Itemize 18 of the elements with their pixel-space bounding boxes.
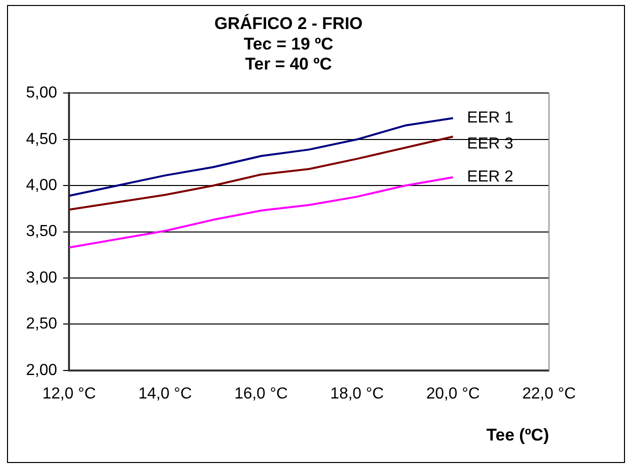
y-tick-label: 3,00 — [26, 269, 58, 286]
chart-subtitle: Tec = 19 ºC Ter = 40 ºC — [244, 34, 334, 74]
y-tick-label: 4,50 — [26, 130, 58, 148]
x-tick-label: 22,0 °C — [522, 385, 576, 402]
x-tick-label: 14,0 °C — [138, 385, 192, 402]
x-tick-label: 12,0 °C — [42, 385, 96, 402]
chart-title: GRÁFICO 2 - FRIO — [214, 12, 363, 33]
x-tick-label: 20,0 °C — [426, 385, 480, 402]
y-tick-label: 5,00 — [26, 84, 58, 102]
series-label: EER 2 — [467, 168, 514, 186]
series-label: EER 1 — [467, 110, 514, 127]
x-tick-label: 18,0 °C — [330, 385, 384, 402]
y-tick-label: 4,00 — [26, 177, 58, 194]
y-tick-label: 2,00 — [26, 362, 58, 379]
y-tick-label: 2,50 — [26, 316, 58, 333]
y-tick-label: 3,50 — [26, 223, 58, 240]
x-tick-label: 16,0 °C — [234, 385, 288, 402]
x-axis-title: Tee (ºC) — [486, 425, 549, 444]
